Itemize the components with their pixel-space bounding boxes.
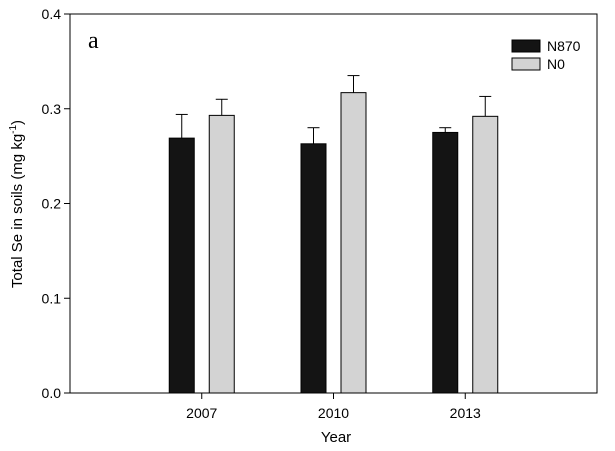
legend-label-n0: N0	[547, 56, 565, 72]
x-axis: 2007 2010 2013	[186, 393, 481, 421]
bar-n870-2010	[300, 143, 327, 394]
bar-n0-2013	[472, 115, 499, 394]
x-tick-label-2010: 2010	[318, 405, 349, 421]
y-axis-title-superscript: -1	[8, 125, 19, 134]
bar-n870-2013	[432, 131, 459, 394]
panel-label: a	[88, 28, 99, 54]
bar-n0-2007	[208, 114, 235, 394]
y-tick-label-4: 0.4	[42, 6, 62, 22]
y-axis-title-main: Total Se in soils (mg kg	[9, 134, 26, 288]
bar-n0-2010	[340, 92, 367, 394]
legend-label-n870: N870	[547, 38, 581, 54]
y-tick-label-0: 0.0	[42, 385, 62, 401]
y-tick-label-2: 0.2	[42, 196, 62, 212]
plot-frame	[69, 13, 598, 394]
x-tick-label-2013: 2013	[450, 405, 481, 421]
y-axis-title: Total Se in soils (mg kg-1)	[8, 120, 26, 288]
y-axis-title-end: )	[9, 120, 26, 125]
legend: N870 N0	[511, 38, 581, 72]
y-tick-label-1: 0.1	[42, 290, 62, 306]
error-bars-group	[175, 75, 492, 144]
legend-swatch-n870	[511, 39, 541, 53]
y-tick-label-3: 0.3	[42, 101, 62, 117]
x-axis-title: Year	[321, 429, 351, 446]
legend-swatch-n0	[511, 57, 541, 71]
x-tick-label-2007: 2007	[186, 405, 217, 421]
y-axis: 0.0 0.1 0.2 0.3 0.4	[42, 6, 70, 401]
bars-group	[168, 92, 499, 394]
bar-n870-2007	[168, 137, 195, 394]
